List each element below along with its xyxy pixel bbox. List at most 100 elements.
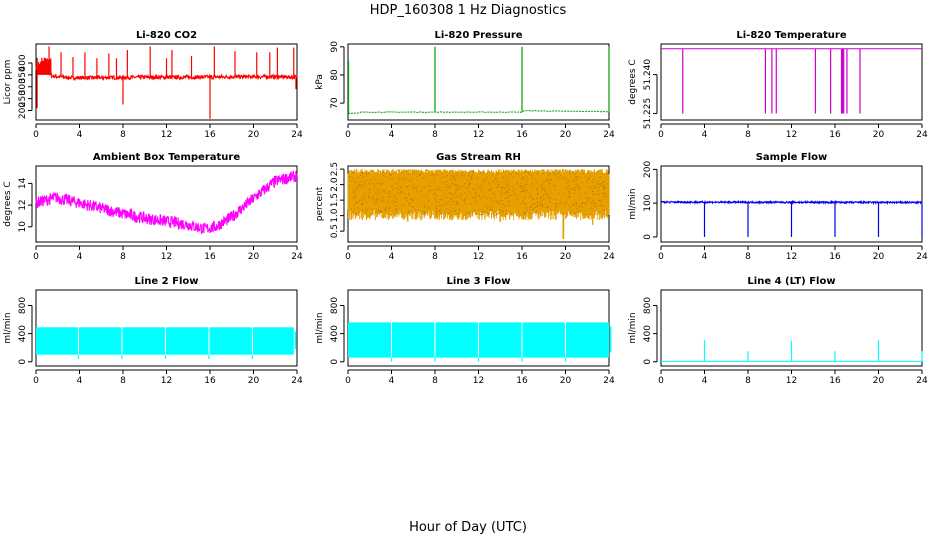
rh-dot xyxy=(429,185,431,187)
rh-dot xyxy=(369,179,371,181)
rh-dot xyxy=(550,173,552,175)
rh-dot xyxy=(521,178,523,180)
rh-dot xyxy=(565,178,567,180)
x-tick-label: 16 xyxy=(829,130,841,140)
rh-dot xyxy=(463,200,465,202)
rh-dot xyxy=(532,178,534,180)
y-tick-label: 51.240 xyxy=(643,59,653,91)
rh-dot xyxy=(410,199,412,201)
rh-dot xyxy=(482,178,484,180)
rh-dot xyxy=(355,212,357,214)
rh-dot xyxy=(379,211,381,213)
rh-dot xyxy=(404,178,406,180)
x-tick-label: 16 xyxy=(516,130,528,140)
rh-dot xyxy=(459,195,461,197)
rh-dot xyxy=(505,192,507,194)
rh-dot xyxy=(483,182,485,183)
rh-dot xyxy=(456,204,458,206)
rh-dot xyxy=(607,173,609,175)
rh-dot xyxy=(396,209,398,211)
y-tick-label: 800 xyxy=(330,297,340,314)
series-line2_flow xyxy=(36,327,297,359)
rh-dot xyxy=(601,183,603,185)
rh-dot xyxy=(572,179,574,181)
rh-dot xyxy=(501,186,503,188)
rh-dot xyxy=(496,180,498,182)
rh-dot xyxy=(460,198,462,200)
rh-dot xyxy=(389,193,391,194)
figure-title: HDP_160308 1 Hz Diagnostics xyxy=(370,3,567,18)
rh-dot xyxy=(553,184,555,186)
plot-frame xyxy=(660,289,923,367)
rh-dot xyxy=(427,184,429,186)
rh-dot xyxy=(529,206,531,208)
rh-dot xyxy=(489,190,491,192)
rh-dot xyxy=(416,175,417,177)
rh-dot xyxy=(368,189,370,191)
rh-dot xyxy=(568,191,570,193)
rh-dot xyxy=(574,189,576,191)
rh-dot xyxy=(523,211,525,213)
rh-dot xyxy=(588,199,589,201)
rh-dot xyxy=(356,169,358,171)
rh-dot xyxy=(354,195,356,197)
rh-dot xyxy=(569,187,571,189)
rh-dot xyxy=(461,193,463,195)
x-tick-label: 24 xyxy=(603,130,615,140)
rh-dot xyxy=(482,197,484,199)
rh-dot xyxy=(349,176,351,178)
rh-dot xyxy=(573,174,575,176)
rh-dot xyxy=(379,170,381,172)
rh-dot xyxy=(486,172,488,174)
rh-dot xyxy=(396,170,398,171)
rh-dot xyxy=(352,177,354,179)
rh-dot xyxy=(520,172,522,174)
rh-dot xyxy=(473,189,475,191)
rh-dot xyxy=(409,180,411,182)
rh-dot xyxy=(602,192,604,194)
rh-dot xyxy=(592,181,593,183)
rh-dot xyxy=(374,184,376,186)
rh-dot xyxy=(380,211,382,213)
x-tick-label: 4 xyxy=(77,252,83,262)
panel-title: Sample Flow xyxy=(756,152,828,163)
y-tick-label: 1.0 xyxy=(330,208,340,223)
rh-dot xyxy=(420,190,422,192)
rh-dot xyxy=(474,200,476,202)
rh-dot xyxy=(383,200,385,202)
rh-dot xyxy=(439,205,441,207)
y-tick-label: 80 xyxy=(330,69,340,81)
rh-dot xyxy=(362,177,364,179)
rh-dot xyxy=(373,201,375,202)
rh-dot xyxy=(575,175,577,177)
rh-dot xyxy=(462,177,464,179)
rh-dot xyxy=(501,210,503,212)
rh-dot xyxy=(444,211,446,213)
rh-dot xyxy=(369,192,371,194)
flow-segment xyxy=(522,322,565,358)
rh-dot xyxy=(457,195,459,197)
flow-segment xyxy=(392,322,435,358)
rh-band xyxy=(347,169,610,239)
rh-dot xyxy=(470,177,472,179)
rh-dot xyxy=(528,192,530,194)
rh-dot xyxy=(399,192,401,194)
rh-dot xyxy=(453,201,455,203)
rh-dot xyxy=(362,175,364,177)
rh-dot xyxy=(424,211,425,213)
rh-dot xyxy=(413,171,415,173)
rh-dot xyxy=(441,173,443,175)
y-tick-label: 400 xyxy=(18,325,28,342)
rh-dot xyxy=(537,204,539,206)
rh-dot xyxy=(374,178,376,180)
flow-segment xyxy=(79,327,122,355)
series-pressure xyxy=(347,46,610,114)
rh-dot xyxy=(521,185,523,187)
rh-dot xyxy=(447,208,449,210)
rh-dot xyxy=(358,200,360,202)
rh-dot xyxy=(428,200,430,202)
rh-dot xyxy=(415,187,417,189)
rh-dot xyxy=(566,187,568,189)
rh-dot xyxy=(533,209,535,211)
x-tick-label: 20 xyxy=(248,130,260,140)
